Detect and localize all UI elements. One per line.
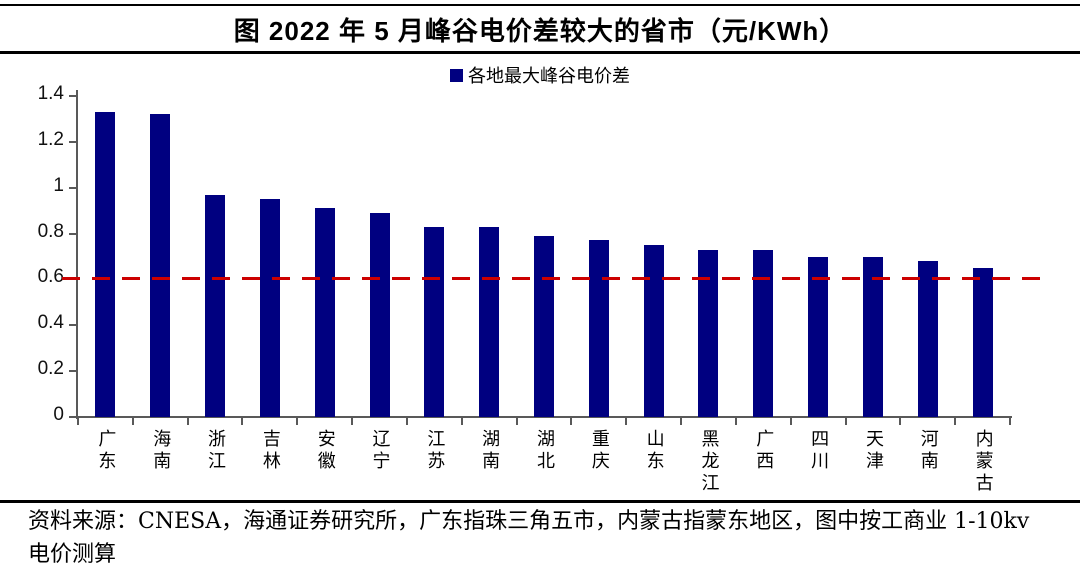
x-axis-label: 吉林 (259, 429, 281, 473)
bar (534, 235, 554, 417)
y-axis-label: 0.8 (37, 220, 64, 242)
legend-label: 各地最大峰谷电价差 (468, 66, 630, 87)
x-axis-label: 山东 (643, 429, 665, 473)
chart-title: 图 2022 年 5 月峰谷电价差较大的省市（元/KWh） (233, 16, 847, 46)
bar (972, 267, 993, 417)
legend: 各地最大峰谷电价差 (0, 62, 1080, 88)
x-axis-tick (625, 418, 628, 425)
y-axis-tick (69, 416, 76, 418)
footer-divider (0, 500, 1080, 503)
reference-line (62, 277, 1040, 281)
x-axis-tick (186, 418, 189, 425)
x-axis-tick (296, 418, 299, 425)
y-axis-label: 0.4 (37, 312, 64, 334)
x-axis-label: 湖南 (479, 429, 501, 473)
y-axis-label: 1.4 (37, 83, 64, 104)
y-axis-tick (69, 95, 76, 97)
bar (643, 245, 664, 417)
title-divider (0, 51, 1080, 54)
x-axis-label: 安徽 (314, 429, 336, 473)
bar (205, 194, 226, 417)
top-divider (0, 4, 1080, 6)
y-axis-label: 0.2 (37, 358, 64, 380)
bar (95, 112, 116, 417)
bar (479, 226, 500, 417)
x-axis-label: 四川 (808, 429, 830, 473)
bar (808, 256, 829, 417)
bar (753, 249, 774, 417)
x-axis-label: 江苏 (424, 429, 446, 473)
y-axis-tick (69, 324, 76, 327)
x-axis-label: 广东 (95, 429, 117, 473)
x-axis-tick (515, 418, 518, 425)
bar (369, 212, 390, 417)
source-note: 资料来源：CNESA，海通证券研究所，广东指珠三角五市，内蒙古指蒙东地区，图中按… (28, 509, 1030, 567)
bar (862, 256, 883, 417)
x-axis-tick (734, 418, 737, 425)
x-axis-label: 河南 (917, 429, 939, 473)
y-axis-tick (69, 370, 76, 373)
x-axis-label: 浙江 (205, 429, 227, 473)
x-axis-label: 天津 (862, 429, 884, 473)
x-axis-label: 广西 (753, 429, 775, 473)
x-axis-tick (570, 418, 573, 425)
y-axis-tick (69, 186, 76, 189)
y-axis-label: 1.2 (37, 128, 64, 150)
x-axis-tick (351, 418, 354, 425)
y-axis-label: 0.6 (37, 266, 64, 288)
y-axis-label: 0 (53, 404, 64, 425)
x-axis-label: 湖北 (534, 429, 555, 473)
y-axis-line (76, 90, 78, 419)
bar (917, 261, 938, 417)
x-axis-label: 内蒙古 (972, 429, 994, 495)
x-axis-line (76, 416, 1012, 418)
legend-swatch-icon (450, 69, 463, 82)
x-axis-label: 重庆 (588, 429, 610, 473)
bar (588, 240, 609, 417)
x-axis-tick (405, 418, 408, 425)
x-axis-label: 海南 (150, 429, 172, 473)
x-axis-tick (844, 418, 847, 425)
x-axis-tick (77, 418, 79, 425)
x-axis-tick (899, 418, 902, 425)
x-axis-tick (680, 418, 683, 425)
x-axis-tick (954, 418, 957, 425)
bar (150, 114, 171, 417)
x-axis-label: 黑龙江 (698, 429, 720, 495)
bar (259, 199, 280, 417)
bar (314, 208, 335, 417)
y-axis-tick (69, 140, 76, 143)
x-axis-tick (1009, 418, 1011, 425)
bar (698, 249, 719, 417)
bar (424, 226, 445, 417)
x-axis-label: 辽宁 (369, 429, 391, 473)
y-axis-label: 1 (53, 174, 64, 196)
x-axis-tick (241, 418, 244, 425)
x-axis-tick (131, 418, 134, 425)
x-axis-tick (789, 418, 792, 425)
x-axis-tick (460, 418, 463, 425)
y-axis-tick (69, 232, 76, 235)
